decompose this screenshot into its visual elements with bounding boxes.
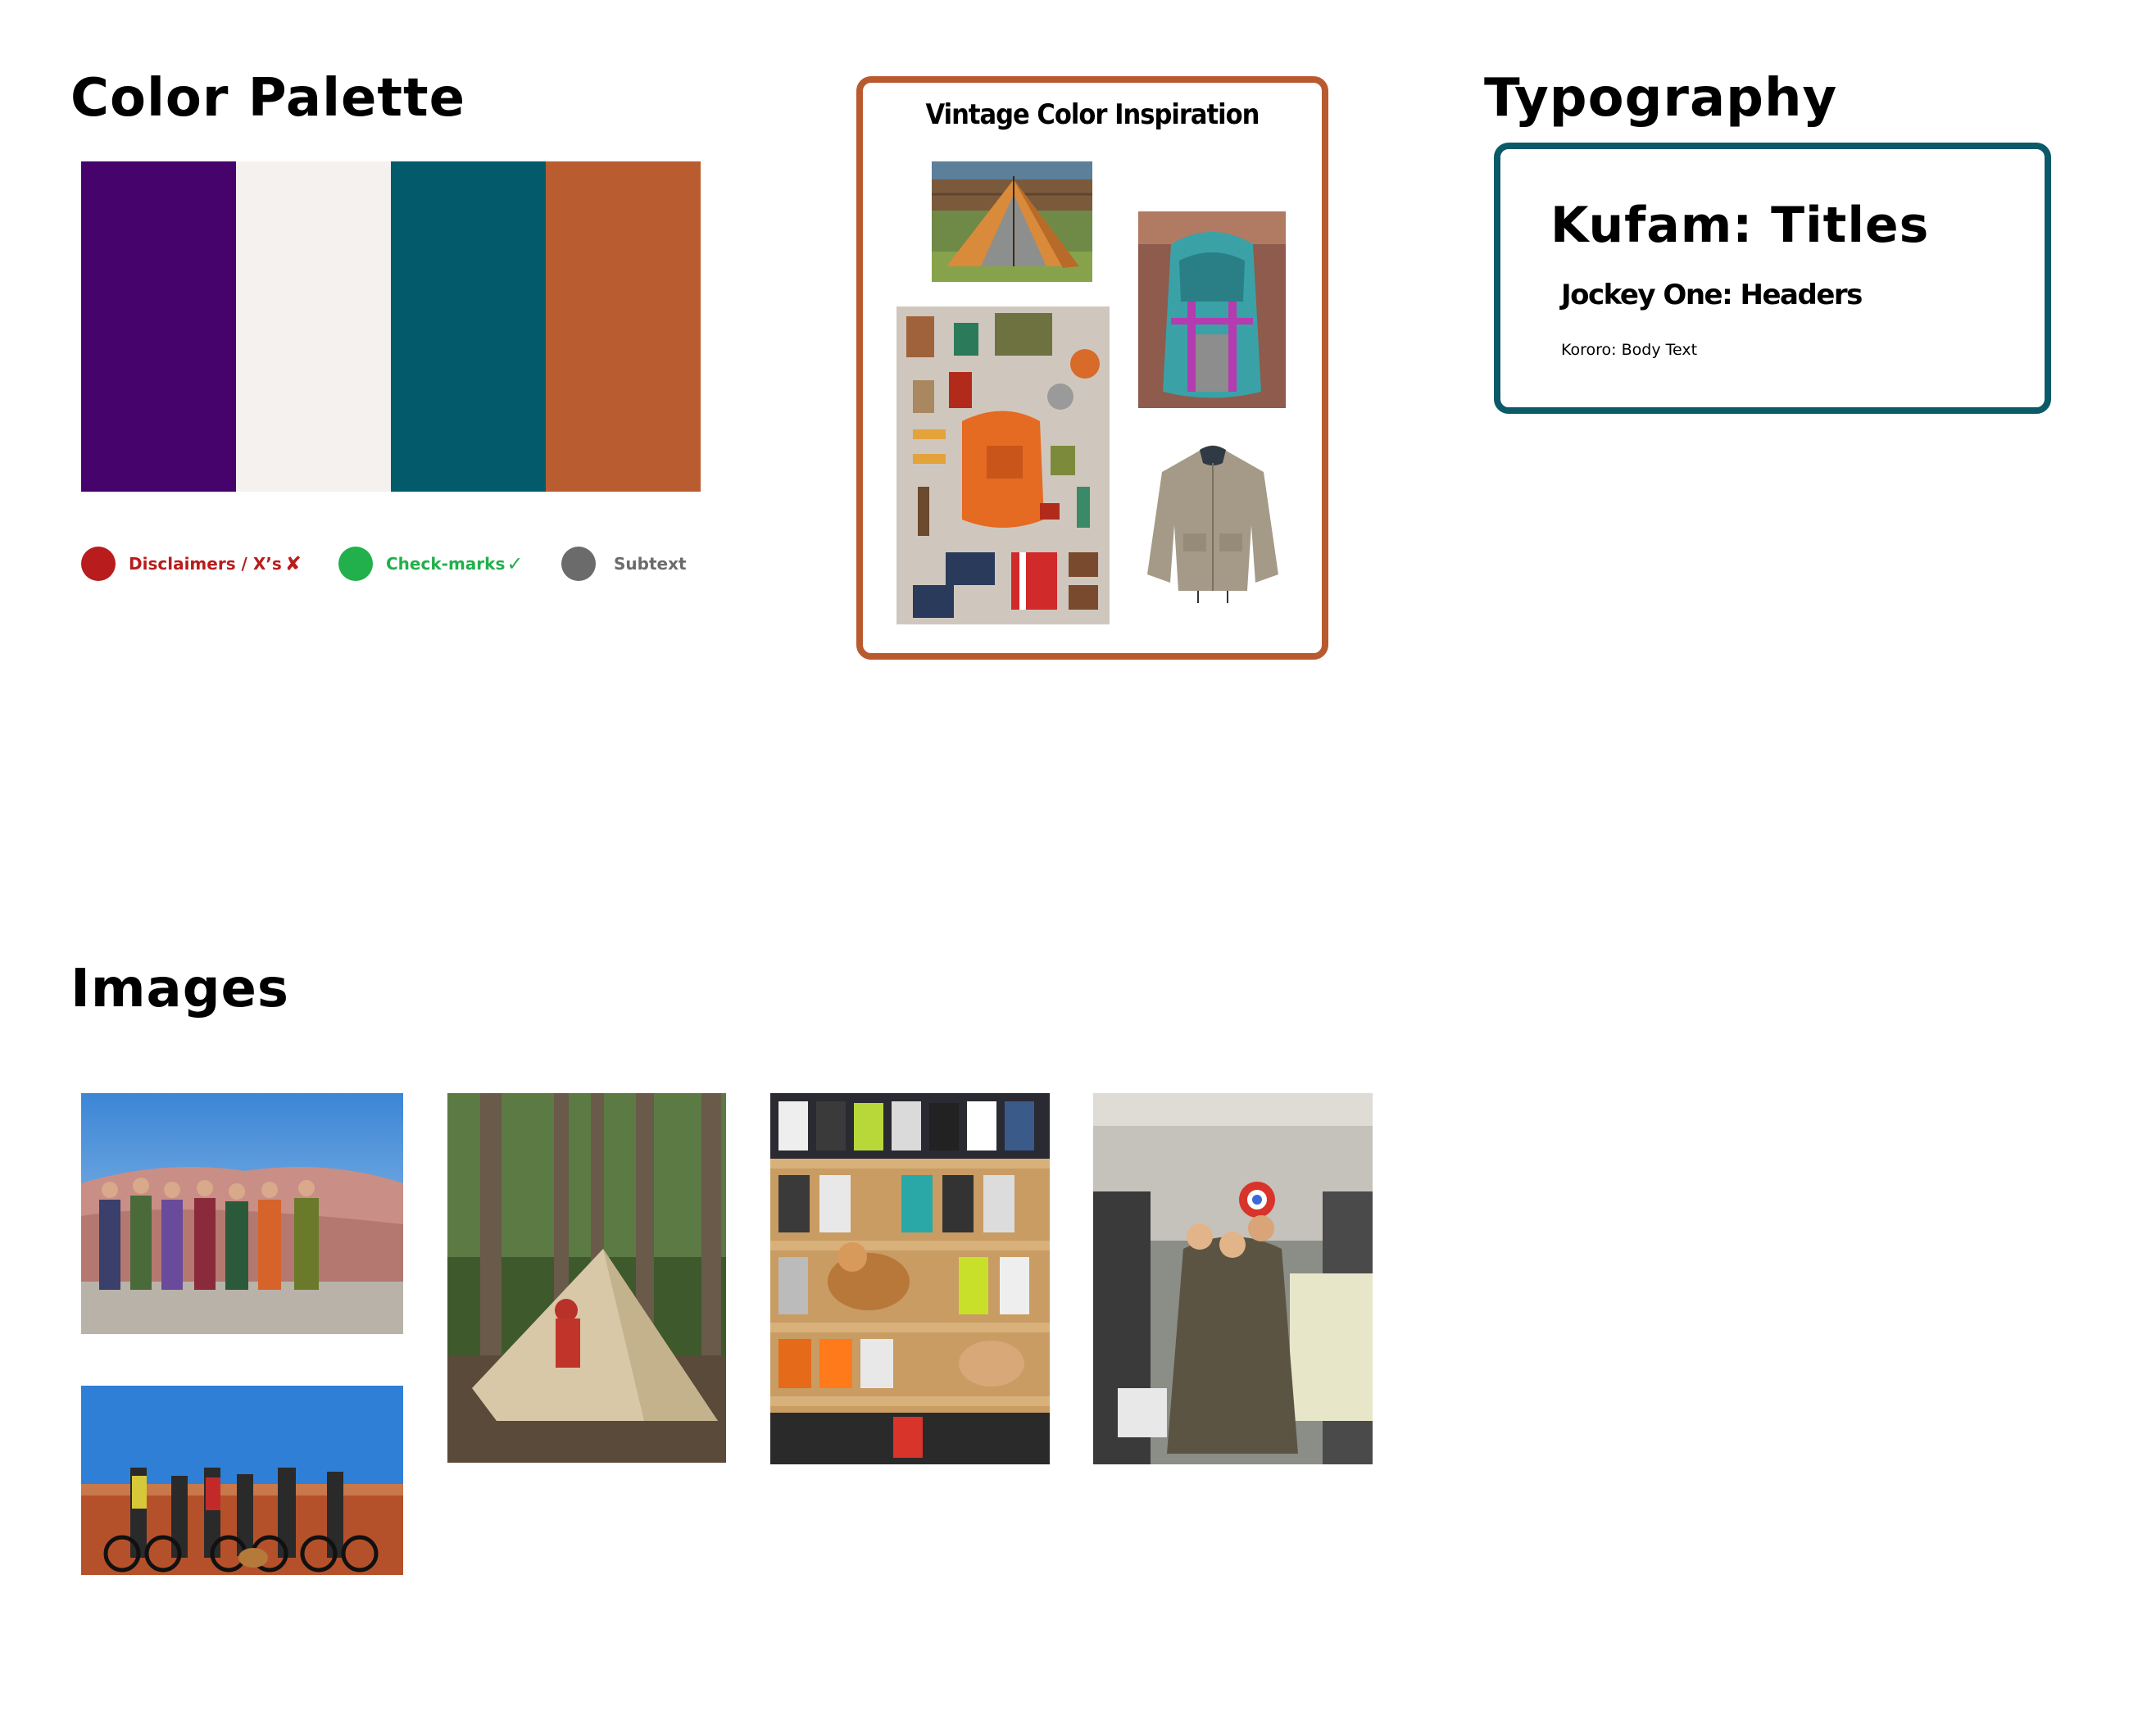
legend-label-subtext: Subtext bbox=[614, 554, 687, 574]
typography-sample-headers: Jockey One: Headers bbox=[1561, 279, 1863, 311]
sleeping-bag-shop-photo bbox=[1093, 1093, 1373, 1464]
forest-tent-photo bbox=[447, 1093, 726, 1463]
images-title: Images bbox=[70, 959, 289, 1019]
inspiration-title: Vintage Color Inspiration bbox=[925, 98, 1260, 131]
swatch-rust bbox=[546, 161, 701, 492]
color-swatches bbox=[81, 161, 701, 492]
red-dot bbox=[81, 547, 116, 581]
teal-backpack-photo bbox=[1138, 211, 1286, 408]
swatch-purple bbox=[81, 161, 236, 492]
swatch-off-white bbox=[236, 161, 391, 492]
typography-sample-body: Kororo: Body Text bbox=[1561, 341, 1698, 359]
typography-card bbox=[1494, 143, 2051, 414]
legend-check-marks: Check-marks ✓ bbox=[338, 547, 523, 581]
group-desert-photo bbox=[81, 1093, 403, 1334]
legend-subtext: Subtext bbox=[561, 547, 687, 581]
x-mark-icon: ✘ bbox=[284, 552, 302, 575]
typography-title: Typography bbox=[1484, 68, 1838, 129]
swatch-teal bbox=[391, 161, 546, 492]
gray-dot bbox=[561, 547, 596, 581]
legend-disclaimers: Disclaimers / X’s ✘ bbox=[81, 547, 302, 581]
typography-sample-titles: Kufam: Titles bbox=[1550, 197, 1930, 254]
legend-label-check-marks: Check-marks bbox=[386, 554, 506, 574]
orange-tent-photo bbox=[932, 161, 1092, 282]
green-dot bbox=[338, 547, 373, 581]
ski-boots-dogs-photo bbox=[770, 1093, 1050, 1464]
khaki-jacket-photo bbox=[1141, 435, 1285, 607]
camping-gear-flatlay-photo bbox=[896, 306, 1110, 624]
legend-label-disclaimers: Disclaimers / X’s bbox=[129, 554, 282, 574]
bikes-desert-photo bbox=[81, 1386, 403, 1575]
check-mark-icon: ✓ bbox=[506, 552, 524, 575]
palette-title: Color Palette bbox=[70, 68, 465, 129]
